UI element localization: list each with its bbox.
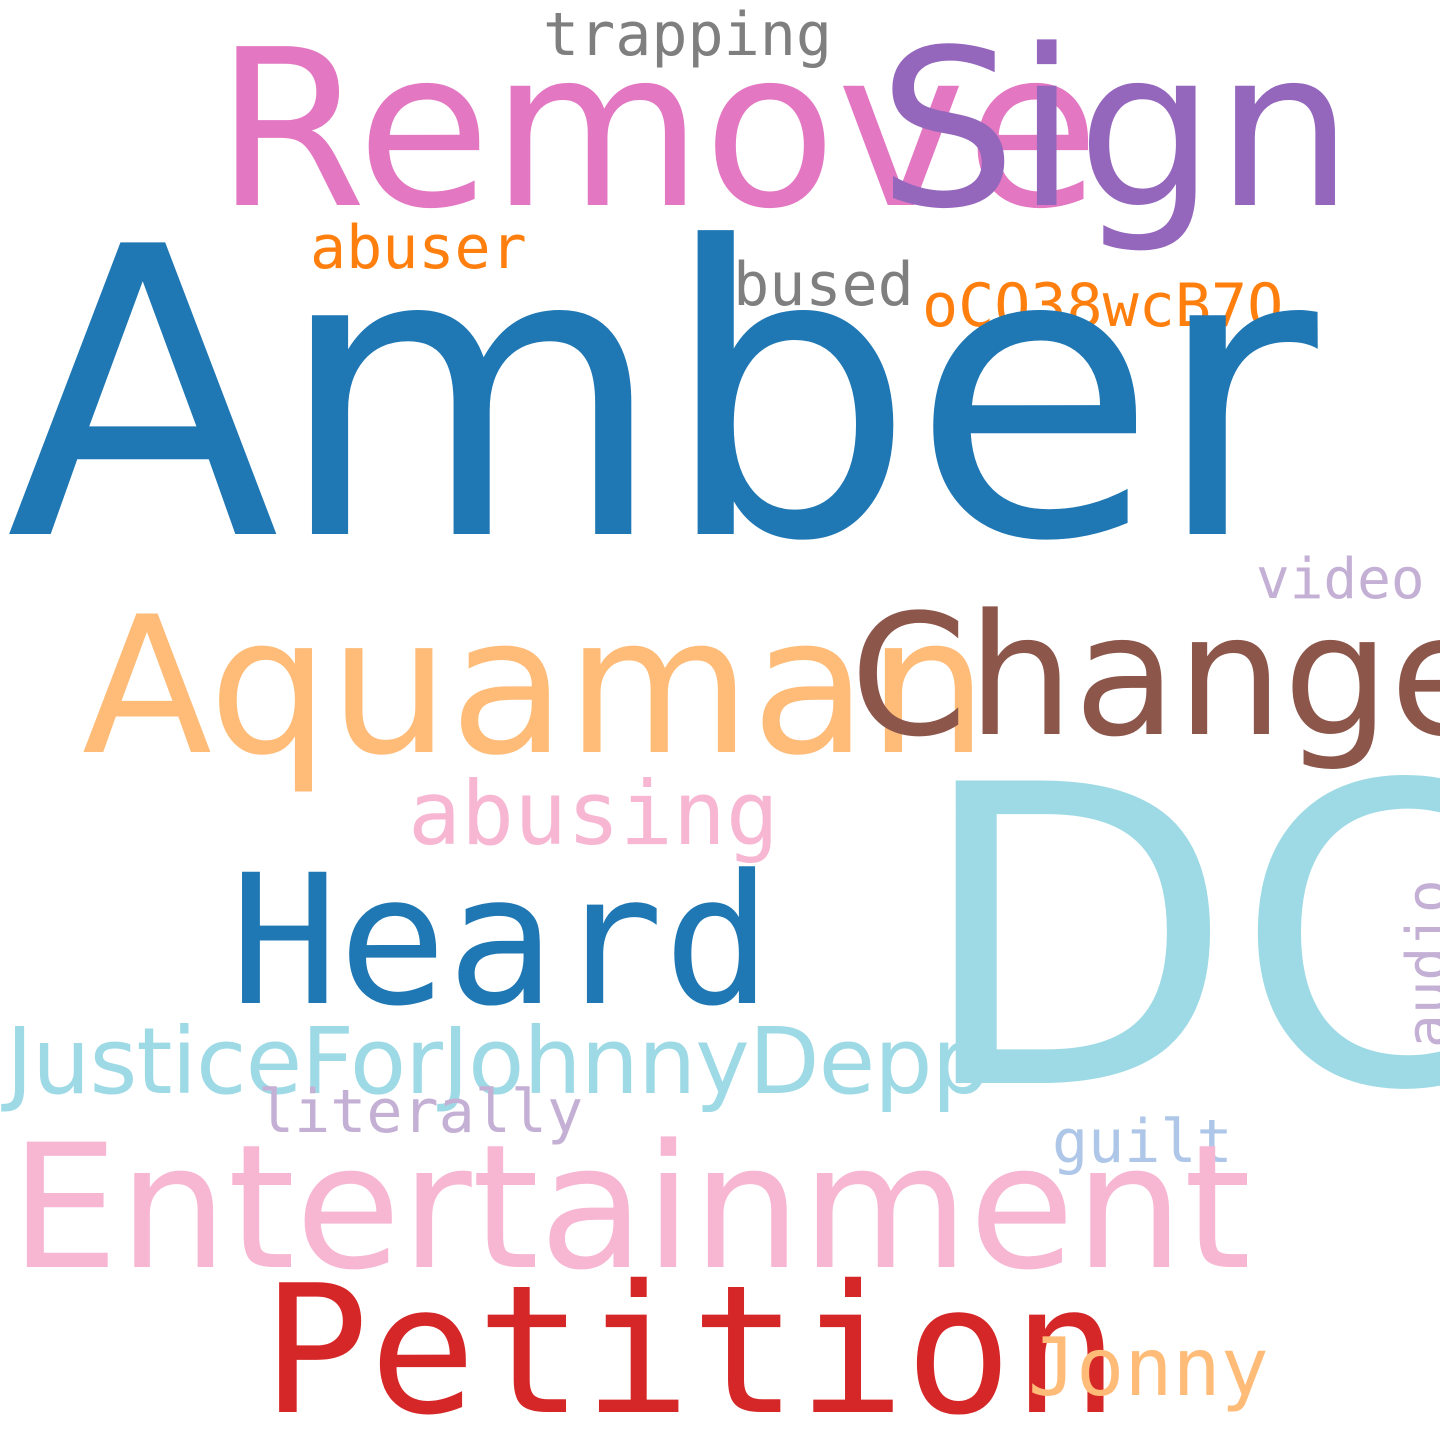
- word-abuser: abuser: [310, 213, 527, 283]
- word-trapping: trapping: [543, 0, 832, 70]
- word-remove: Remove: [215, 4, 1100, 257]
- word-ocq38wcb7q: oCQ38wcB7Q: [922, 271, 1284, 341]
- word-literally: literally: [258, 1077, 584, 1147]
- word-heard: Heard: [230, 837, 772, 1046]
- word-dc: DC: [915, 698, 1440, 1181]
- word-petition: Petition: [262, 1247, 1120, 1440]
- word-aquaman: Aquaman: [82, 576, 989, 797]
- word-justicefor-johnnydepp: JusticeForJohnnyDepp: [6, 1008, 990, 1115]
- word-guilt: guilt: [1052, 1107, 1233, 1177]
- word-amber: Amber: [6, 164, 1318, 629]
- word-entertainment: Entertainment: [10, 1107, 1252, 1308]
- word-sign: Sign: [878, 4, 1354, 257]
- word-jonny: Jonny: [1028, 1321, 1269, 1414]
- word-change: Change: [850, 578, 1440, 774]
- word-abusing: abusing: [408, 762, 779, 865]
- word-abused: abused: [697, 250, 914, 320]
- word-audio: audio: [1395, 879, 1440, 1048]
- word-video: video: [1256, 547, 1425, 612]
